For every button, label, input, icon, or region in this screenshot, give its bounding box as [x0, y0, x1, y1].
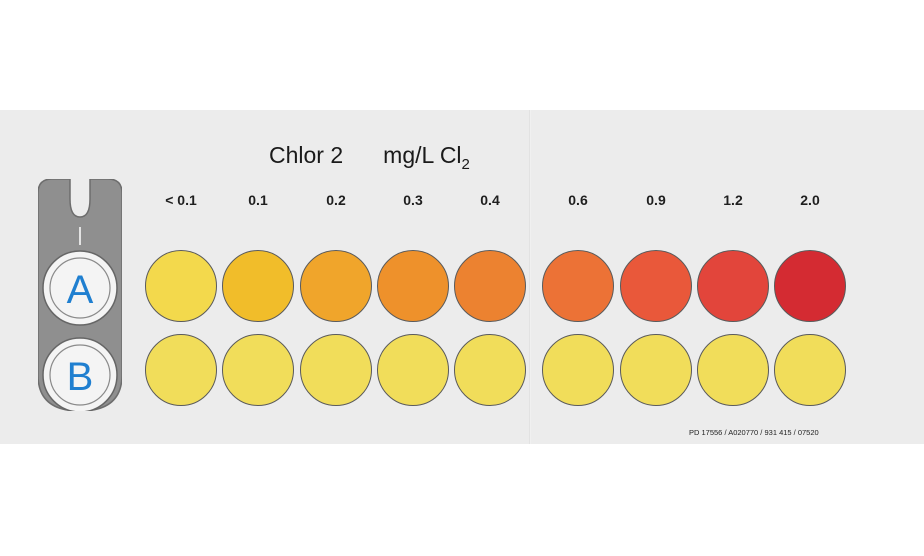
- cuvette-holder: A B: [38, 179, 122, 411]
- level-label: 0.2: [326, 192, 346, 208]
- row-a-letter: A: [67, 268, 94, 312]
- row-b-color-swatch: [542, 334, 614, 406]
- level-label: 0.4: [480, 192, 500, 208]
- row-b-color-swatch: [774, 334, 846, 406]
- level-label: 0.1: [248, 192, 268, 208]
- row-a-color-swatch: [300, 250, 372, 322]
- level-label: 0.9: [646, 192, 666, 208]
- product-code: PD 17556 / A020770 / 931 415 / 07520: [689, 428, 819, 437]
- unit-subscript: 2: [461, 156, 470, 173]
- level-label: 0.3: [403, 192, 423, 208]
- unit-label: mg/L Cl: [383, 142, 462, 168]
- row-a-color-swatch: [377, 250, 449, 322]
- row-b-color-swatch: [222, 334, 294, 406]
- row-a-color-swatch: [542, 250, 614, 322]
- row-a-color-swatch: [697, 250, 769, 322]
- row-b-color-swatch: [145, 334, 217, 406]
- reagent-name: Chlor 2: [269, 142, 344, 168]
- level-label: 1.2: [723, 192, 743, 208]
- level-label: < 0.1: [165, 192, 197, 208]
- row-b-letter: B: [67, 355, 94, 399]
- row-a-color-swatch: [454, 250, 526, 322]
- row-b-color-swatch: [620, 334, 692, 406]
- row-b-color-swatch: [697, 334, 769, 406]
- row-b-color-swatch: [377, 334, 449, 406]
- row-a-color-swatch: [774, 250, 846, 322]
- row-b-color-swatch: [454, 334, 526, 406]
- level-label: 0.6: [568, 192, 588, 208]
- row-a-color-swatch: [620, 250, 692, 322]
- row-a-color-swatch: [222, 250, 294, 322]
- chart-title: Chlor 2 mg/L Cl2: [269, 142, 470, 173]
- card-fold-line: [529, 110, 531, 444]
- level-label: 2.0: [800, 192, 820, 208]
- row-b-color-swatch: [300, 334, 372, 406]
- row-a-color-swatch: [145, 250, 217, 322]
